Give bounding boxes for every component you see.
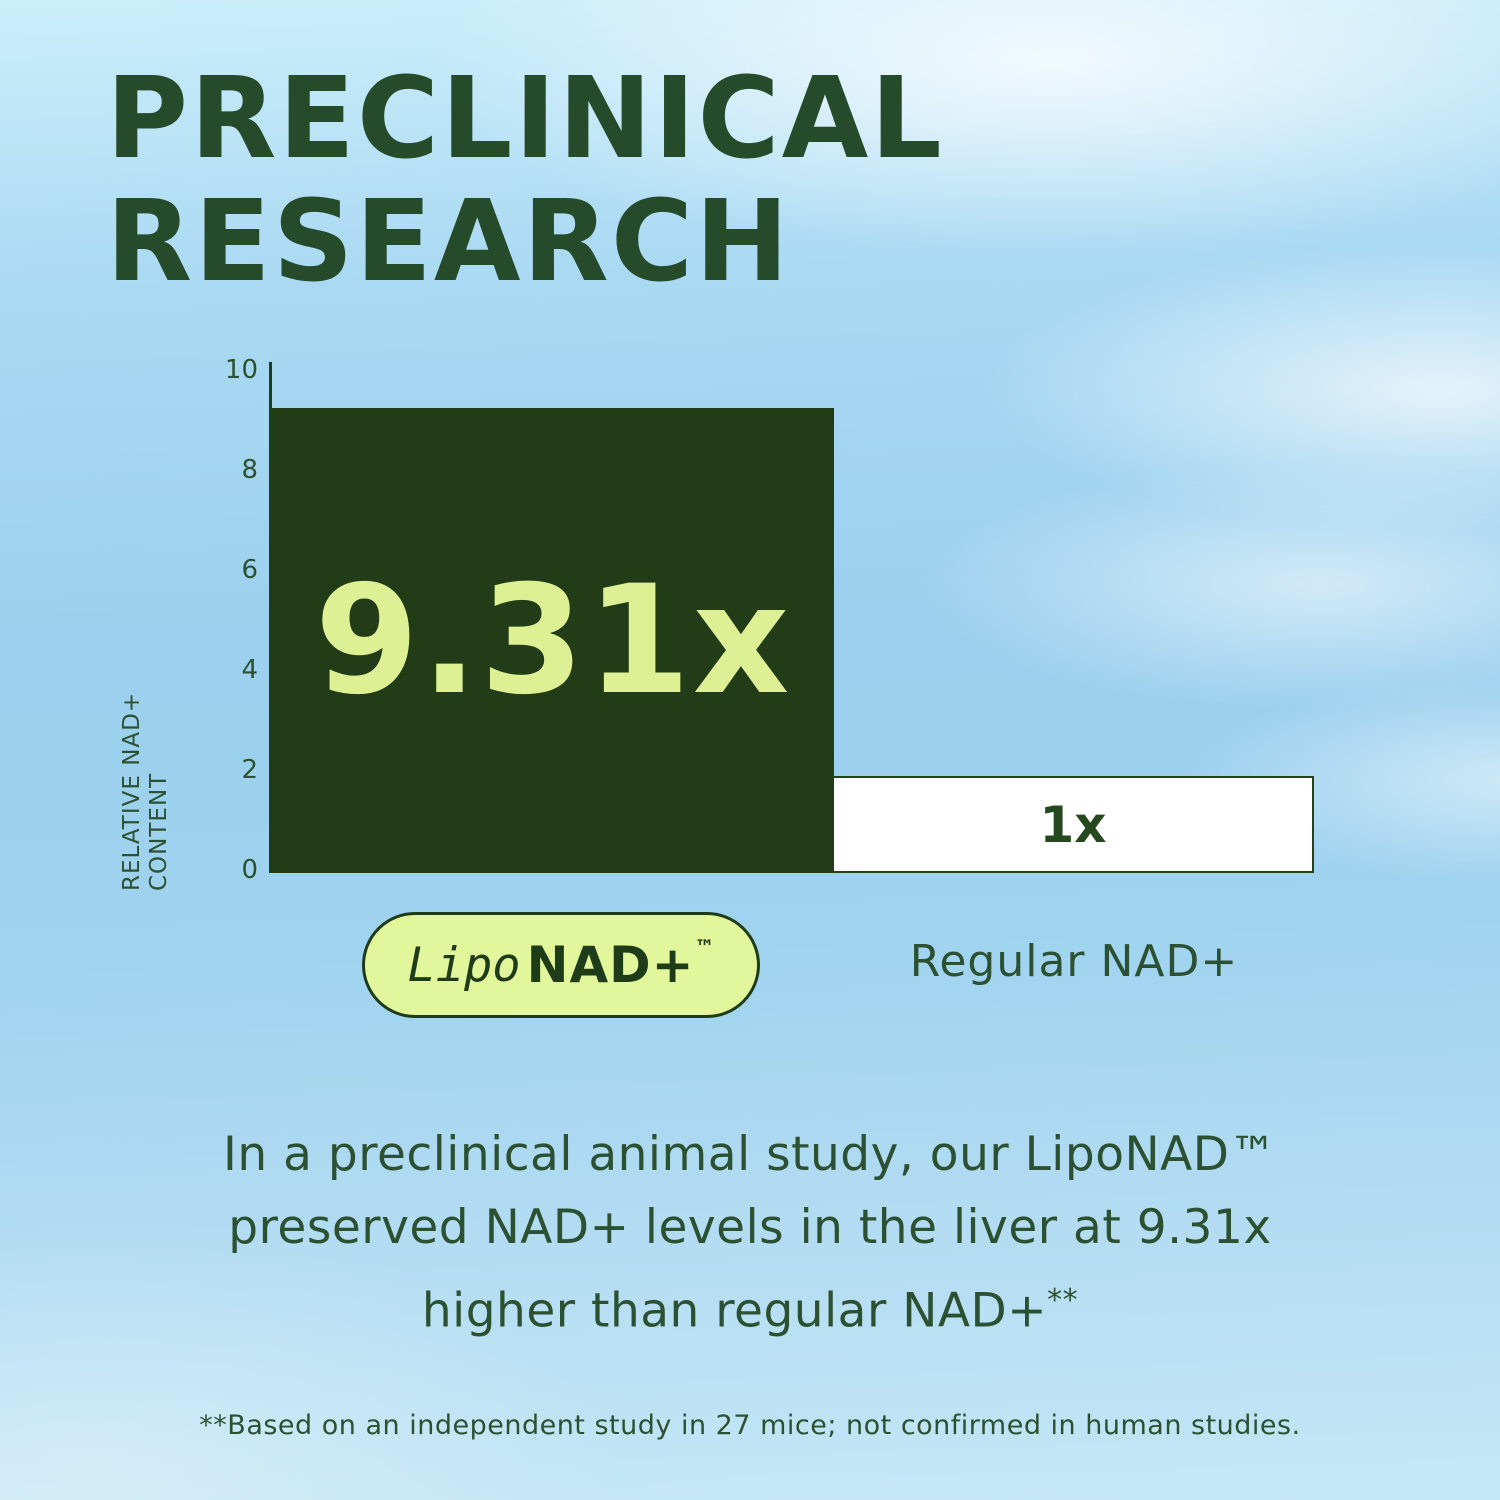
footnote-text: **Based on an independent study in 27 mi… — [199, 1410, 1301, 1441]
title-line-1: PRECLINICAL — [106, 54, 944, 184]
y-axis-ticks: 10 8 6 4 2 0 — [170, 0, 258, 900]
y-tick-label: 0 — [241, 855, 258, 885]
pill-nad-text: NAD+ — [526, 936, 695, 994]
y-tick-label: 2 — [241, 755, 258, 785]
y-tick-label: 8 — [241, 455, 258, 485]
paragraph-line-1: In a preclinical animal study, our LipoN… — [223, 1127, 1277, 1182]
paragraph-line-3: higher than regular NAD+ — [421, 1283, 1048, 1339]
bar-regular-nad-value-label: 1x — [1039, 795, 1107, 854]
y-axis-label: RELATIVE NAD+ CONTENT — [119, 611, 177, 891]
pill-lipo-text: Lipo — [407, 937, 521, 993]
y-axis-label-line-1: RELATIVE NAD+ — [119, 691, 145, 891]
paragraph-footnote-marker: ** — [1047, 1283, 1079, 1318]
y-tick-label: 4 — [241, 655, 258, 685]
y-tick-label: 6 — [241, 555, 258, 585]
bar-liponad-value-label: 9.31x — [314, 553, 792, 728]
paragraph-line-2: preserved NAD+ levels in the liver at 9.… — [228, 1200, 1272, 1255]
regular-nad-category-label: Regular NAD+ — [909, 936, 1239, 987]
y-tick-label: 10 — [224, 355, 258, 385]
study-description-text: In a preclinical animal study, our LipoN… — [0, 1118, 1500, 1348]
y-axis-line — [269, 362, 272, 873]
liponad-category-badge: Lipo NAD+ ™ — [362, 912, 760, 1018]
trademark-symbol: ™ — [694, 935, 715, 959]
y-axis-label-line-2: CONTENT — [146, 772, 172, 891]
bar-regular-nad: 1x — [834, 776, 1314, 873]
page-title: PRECLINICAL RESEARCH — [106, 57, 944, 308]
bar-liponad: 9.31x — [272, 408, 834, 873]
title-line-2: RESEARCH — [106, 177, 791, 308]
